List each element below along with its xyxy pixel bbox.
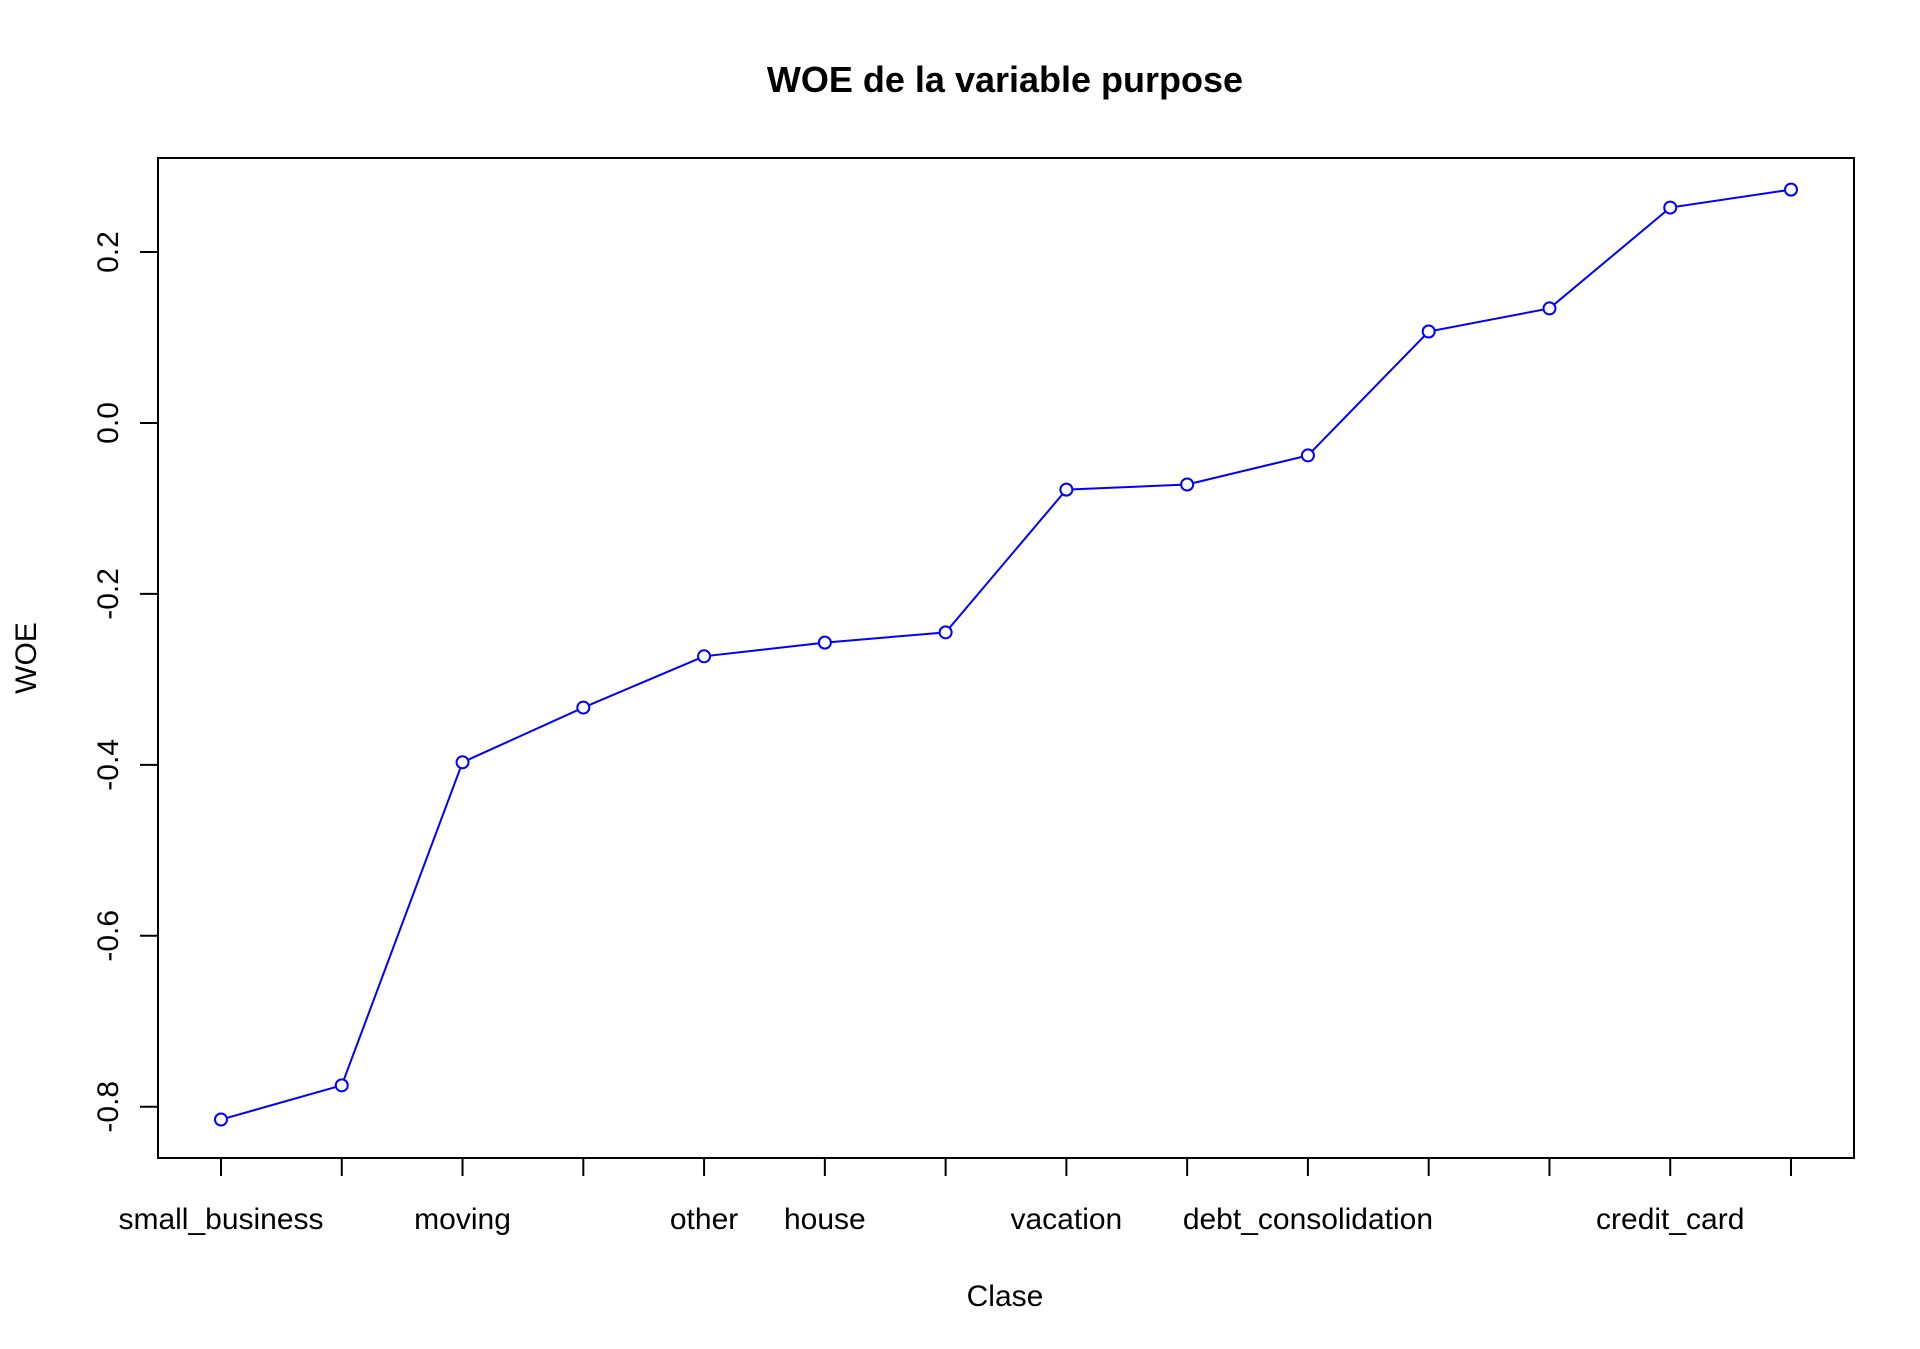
y-tick-label: -0.6 [92,910,125,962]
y-tick-label: 0.2 [92,231,125,273]
x-tick-label: other [670,1203,738,1236]
x-tick-label: house [784,1203,866,1236]
series-line [220,188,1792,1121]
data-point [938,625,953,640]
data-point [817,635,832,650]
data-point [334,1078,349,1093]
x-tick-label: credit_card [1596,1203,1744,1236]
x-tick-label: vacation [1011,1203,1123,1236]
y-axis-label: WOE [10,622,43,694]
chart-title: WOE de la variable purpose [767,59,1243,100]
data-point [1300,448,1315,463]
y-tick-label: -0.2 [92,568,125,620]
y-tick-label: 0.0 [92,402,125,444]
y-tick-label: -0.8 [92,1081,125,1133]
data-point [1421,324,1436,339]
plot-frame [157,157,1855,1159]
series-layer [214,182,1798,1127]
data-point [697,649,712,664]
x-tick-label: debt_consolidation [1183,1203,1433,1236]
data-point [214,1112,228,1127]
data-point [1663,200,1678,215]
y-tick-label: -0.4 [92,739,125,791]
data-point [1180,477,1195,492]
x-axis: small_business moving other house vacation de… [118,1158,1792,1236]
data-point [1784,182,1798,197]
y-axis: -0.8 -0.6 -0.4 -0.2 0.0 0.2 [92,231,158,1133]
data-point [1542,301,1557,316]
data-point [455,755,470,770]
data-point [576,700,591,715]
x-axis-label: Clase [967,1280,1044,1313]
x-tick-label: moving [414,1203,511,1236]
x-tick-label: small_business [118,1203,323,1236]
data-point [1059,482,1074,497]
